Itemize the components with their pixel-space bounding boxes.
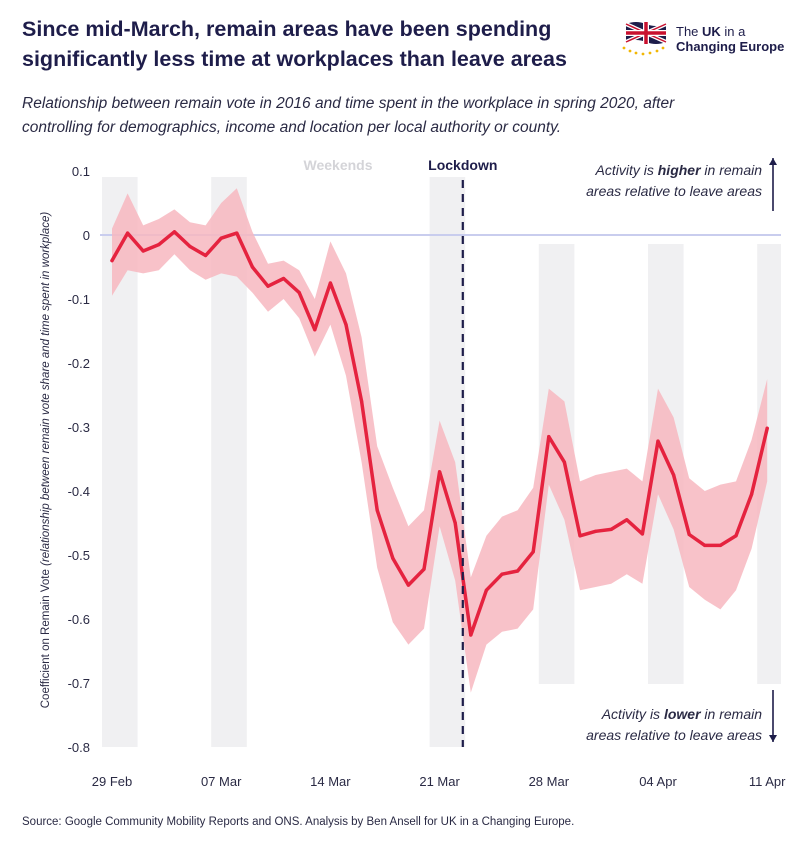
data-point [718,543,723,548]
chart-subtitle: Relationship between remain vote in 2016… [22,92,792,140]
data-point [484,588,488,592]
data-point [235,231,239,235]
y-tick-label: -0.6 [68,612,90,627]
data-point [703,543,707,548]
annotation-lower-line-1: Activity is lower in remain [601,706,762,722]
y-tick-label: -0.3 [68,420,90,435]
data-point [469,633,473,637]
x-tick-label: 29 Feb [92,774,132,789]
arrow-down-icon [769,690,777,742]
data-point [640,532,645,536]
y-tick-label: -0.7 [68,676,90,691]
data-point [734,534,738,538]
data-point [453,521,457,525]
x-axis-ticks: 29 Feb 07 Mar 14 Mar 21 Mar 28 Mar 04 Apr 11 A… [92,774,786,789]
data-point [360,399,364,403]
title-line-2: significantly less time at workplaces th… [22,47,567,71]
x-tick-label: 04 Apr [639,774,677,789]
annotation-higher-line-2: areas relative to leave areas [586,183,762,199]
logo-text-the: The [676,24,703,39]
annotation-lower: Activity is lower in remain areas relati… [586,690,777,743]
data-point [609,527,613,532]
y-tick-label: -0.5 [68,548,90,563]
union-jack-stars-icon [622,22,667,56]
logo-text-uk: UK [702,24,721,39]
data-point [500,572,504,576]
y-tick-label: -0.1 [68,292,90,307]
x-tick-label: 07 Mar [201,774,242,789]
data-point [282,276,286,281]
chart-title: Since mid-March, remain areas have been … [22,14,582,74]
y-tick-label: 0.1 [72,164,90,179]
data-point [126,231,130,235]
data-point [204,253,208,258]
x-tick-label: 11 Apr [749,774,786,789]
source-note: Source: Google Community Mobility Report… [22,816,575,828]
x-tick-label: 14 Mar [310,774,351,789]
data-point [578,534,582,538]
weekend-band [757,244,781,684]
subtitle-line-1: Relationship between remain vote in 2016… [22,95,675,112]
data-point [765,426,769,430]
data-point [375,508,379,512]
y-tick-label: -0.8 [68,740,90,755]
annotation-higher: Activity is higher in remain areas relat… [586,158,777,211]
data-point [297,291,301,295]
annotation-higher-line-1: Activity is higher in remain [595,162,763,178]
data-point [406,583,410,587]
arrow-up-icon [769,158,777,211]
subtitle-line-2: controlling for demographics, income and… [22,119,562,136]
y-tick-label: -0.4 [68,484,90,499]
annotation-lower-line-2: areas relative to leave areas [586,727,762,743]
data-point [625,518,629,522]
weekends-label: Weekends [304,157,373,173]
data-point [344,323,348,327]
data-point [141,249,145,253]
data-point [531,550,535,554]
y-tick-label: -0.2 [68,356,90,371]
data-point [562,460,567,464]
data-point [422,567,426,571]
y-axis-ticks: 0.1 0 -0.1 -0.2 -0.3 -0.4 -0.5 -0.6 -0.7 -0.8 [68,164,90,755]
data-point [110,259,114,263]
data-point [219,236,223,240]
data-point [438,470,442,474]
confidence-band [112,188,768,693]
logo-text: The UK in a Changing Europe [676,24,784,54]
data-point [157,243,161,247]
y-tick-label: 0 [83,228,90,243]
x-tick-label: 28 Mar [529,774,570,789]
data-point [172,230,176,234]
data-point [328,281,332,285]
data-point [266,284,270,288]
x-tick-label: 21 Mar [419,774,460,789]
data-point [547,435,551,439]
y-axis-label: Coefficient on Remain Vote (relationship… [40,212,52,709]
data-point [188,244,192,249]
logo-text-changing-europe: Changing Europe [676,39,785,54]
data-point [391,556,395,560]
data-point [672,473,676,477]
data-point [250,265,254,269]
data-point [516,569,520,573]
data-point [687,532,691,537]
data-point [750,492,754,496]
logo-text-in-a: in a [720,24,746,39]
lockdown-label: Lockdown [428,157,497,173]
title-line-1: Since mid-March, remain areas have been … [22,17,552,41]
data-points [110,230,769,637]
data-point [656,439,660,443]
data-point [594,529,598,533]
ukice-logo: The UK in a Changing Europe [620,18,800,58]
data-point [313,328,317,332]
